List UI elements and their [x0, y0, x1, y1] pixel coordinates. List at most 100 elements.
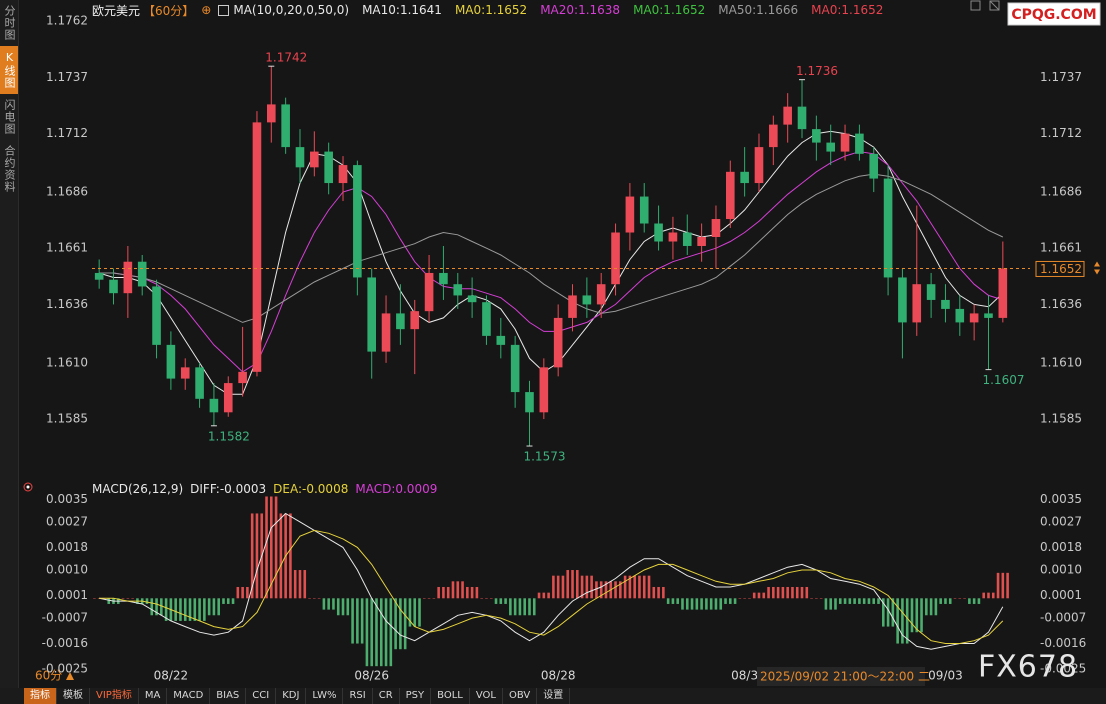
macd-bar [179, 598, 182, 621]
y-tick-label: -0.0025 [42, 662, 88, 676]
macd-bar [776, 586, 780, 599]
toolbar-tab[interactable]: MA [139, 688, 168, 704]
candle-body [482, 302, 491, 336]
candle-body [568, 295, 577, 318]
sidebar-tab[interactable]: 合约资料 [3, 145, 16, 193]
toolbar-tab[interactable]: 指标 [24, 688, 57, 704]
y-tick-label: 0.0027 [46, 514, 88, 528]
macd-bar [160, 598, 163, 616]
last-price-label: 1.1652 [1040, 262, 1082, 276]
toolbar-tab[interactable]: CCI [246, 688, 277, 704]
macd-bar [738, 598, 742, 599]
macd-bar [795, 586, 799, 599]
macd-bar [638, 575, 641, 599]
macd-bar [657, 586, 660, 599]
toolbar-tab[interactable]: BIAS [210, 688, 247, 704]
macd-bar [934, 598, 938, 616]
macd-bar [327, 598, 330, 610]
macd-bar [241, 586, 244, 599]
toolbar-tab[interactable]: PSY [400, 688, 432, 704]
macd-bar [752, 592, 756, 599]
candle-body [252, 122, 262, 372]
macd-bar [944, 598, 947, 604]
macd-bar [370, 598, 373, 667]
macd-bar [666, 598, 670, 604]
macd-bar [929, 598, 933, 616]
candle-body [855, 133, 864, 154]
macd-bar [542, 592, 546, 599]
chart: CPQG.COM 60分 1.1762 1.1737 1.1712 1.1686 1.1… [23, 0, 1101, 686]
macd-bar [379, 598, 383, 667]
macd-bar [853, 598, 856, 604]
toolbar-tab[interactable]: CR [373, 688, 400, 704]
macd-bar [719, 598, 723, 610]
macd-bar [982, 592, 985, 599]
candle-body [324, 151, 333, 184]
period-selector[interactable]: 60分 [35, 669, 62, 683]
macd-bar [164, 598, 168, 621]
macd-bar [963, 598, 966, 599]
y-tick-label-right: 1.1737 [1040, 70, 1082, 84]
macd-bar [93, 598, 96, 599]
toolbar-tab[interactable]: MACD [167, 688, 211, 704]
y-tick-label-right: 0.0035 [1040, 492, 1082, 506]
window-icon[interactable] [989, 0, 1000, 11]
candle-body [553, 317, 563, 368]
macd-bar [848, 598, 852, 604]
y-tick-label-right: -0.0025 [1040, 662, 1086, 676]
pane-icon[interactable] [23, 482, 33, 492]
candle-body [611, 232, 620, 285]
macd-bar [437, 586, 440, 599]
toolbar-tab[interactable]: 设置 [537, 688, 571, 704]
candle-body [769, 124, 778, 148]
sidebar-tab[interactable]: 分时图 [3, 5, 16, 41]
y-tick-label-right: -0.0016 [1040, 636, 1086, 650]
macd-bar [743, 598, 746, 599]
crosshair-label: 2025/09/02 21:00～22:00 二 [760, 670, 930, 684]
period-arrow[interactable] [66, 672, 74, 680]
macd-bar [532, 598, 536, 616]
candle-body [984, 313, 993, 318]
ma-line [99, 173, 1004, 323]
add-icon[interactable]: ⊕ [201, 3, 212, 17]
toolbar-tab[interactable]: OBV [503, 688, 538, 704]
toolbar-tab[interactable]: KDJ [276, 688, 307, 704]
settings-icon[interactable] [218, 4, 230, 16]
macd-bar [509, 598, 512, 616]
candle-body [697, 237, 706, 246]
candle-body [223, 383, 233, 413]
macd-bar [695, 598, 699, 610]
macd-bar [150, 598, 154, 616]
macd-bar [188, 598, 192, 621]
macd-bar [829, 598, 832, 610]
legend-entry: MA50:1.1666 [718, 3, 799, 17]
watermark: FX678 [978, 650, 1078, 685]
y-tick-label-right: 0.0010 [1040, 563, 1082, 577]
legend-entry: DEA:-0.0008 [273, 482, 349, 496]
macd-legend: MACD(26,12,9) DIFF:-0.0003 DEA:-0.0008 MACD… [92, 481, 437, 497]
macd-bar [977, 598, 981, 604]
macd-bar [872, 598, 876, 604]
macd-bar [155, 598, 158, 616]
sidebar-tab[interactable]: 闪电图 [3, 99, 16, 135]
y-tick-label-right: 1.1712 [1040, 126, 1082, 140]
window-icon[interactable] [970, 0, 981, 11]
toolbar-tab[interactable]: VOL [470, 688, 503, 704]
sidebar-tab[interactable]: K线图 [0, 46, 18, 94]
toolbar-tab[interactable]: LW% [306, 688, 344, 704]
macd-bar [901, 598, 904, 644]
toolbar-tab[interactable]: RSI [343, 688, 373, 704]
candle-body [137, 261, 147, 287]
toolbar-tab[interactable]: 模板 [57, 688, 90, 704]
extreme-label: 1.1573 [523, 450, 565, 464]
macd-bar [466, 586, 469, 599]
toolbar-tab[interactable]: VIP指标 [90, 688, 139, 704]
chart-title: 欧元美元 [92, 3, 141, 18]
macd-bar [556, 575, 560, 599]
macd-bar [212, 598, 216, 616]
y-tick-label: -0.0016 [42, 636, 88, 650]
macd-bar [351, 598, 354, 644]
y-tick-label-right: 0.0001 [1040, 588, 1082, 602]
toolbar-tab[interactable]: BOLL [431, 688, 470, 704]
macd-bar [518, 598, 522, 616]
